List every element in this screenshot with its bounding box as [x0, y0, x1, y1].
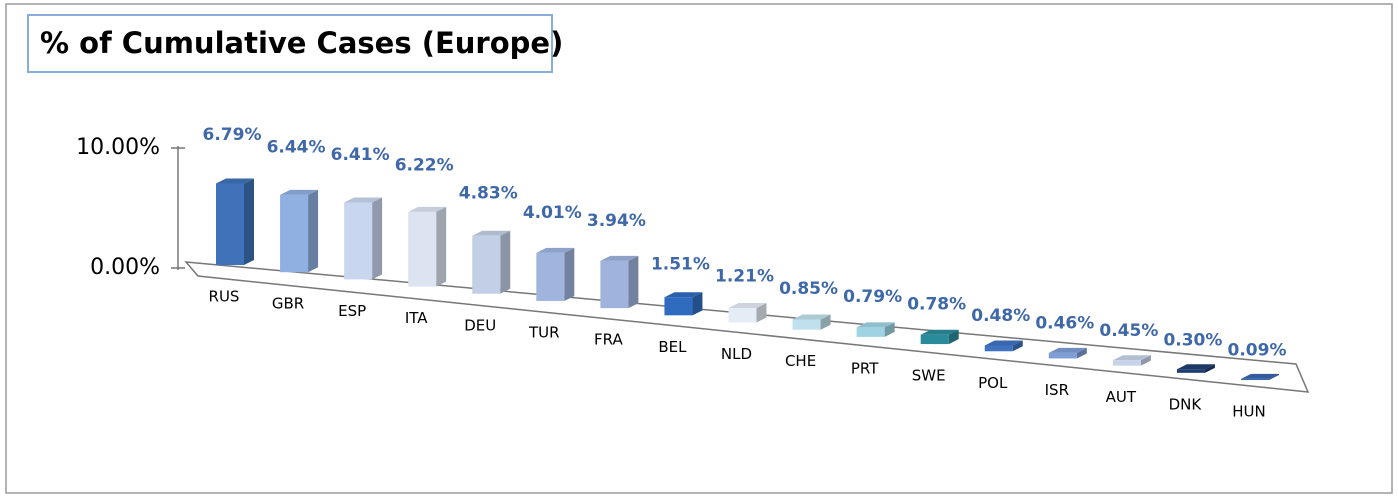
x-tick-label: SWE [912, 367, 946, 385]
x-tick-label: RUS [209, 288, 240, 306]
bar [216, 183, 244, 266]
bar-side [372, 197, 383, 280]
bar-side [692, 292, 703, 316]
bar [344, 202, 373, 280]
bar-top [1241, 373, 1279, 379]
bar-side [756, 302, 767, 323]
x-tick-label: POL [978, 374, 1008, 392]
value-label: 6.79% [203, 125, 262, 145]
bar-side [1012, 340, 1023, 352]
x-tick-label: ITA [405, 309, 428, 327]
bar [280, 194, 309, 273]
bar-top [344, 197, 383, 203]
value-label: 4.01% [523, 203, 582, 223]
bar [1241, 378, 1269, 381]
bar [1048, 352, 1077, 359]
value-label: 1.51% [651, 255, 710, 275]
value-label: 6.22% [395, 155, 454, 175]
bar-top [600, 255, 639, 261]
x-tick-label: GBR [272, 295, 304, 313]
value-label: 3.94% [587, 211, 646, 231]
value-label: 0.48% [971, 306, 1030, 326]
bar [664, 297, 693, 316]
value-label: 0.79% [843, 287, 902, 307]
x-tick-label: PRT [851, 359, 879, 377]
bar [472, 235, 501, 294]
value-label: 0.85% [779, 279, 838, 299]
bar-top [792, 314, 831, 320]
bar [536, 252, 565, 301]
bar-top [1112, 355, 1151, 361]
bar-top [728, 302, 767, 308]
bar [792, 319, 821, 330]
x-tick-label: TUR [528, 323, 560, 341]
floor [184, 261, 1310, 393]
x-tick-label: ESP [338, 302, 366, 320]
x-tick-label: ISR [1045, 381, 1069, 399]
chart-title: % of Cumulative Cases (Europe) [40, 26, 563, 60]
value-label: 0.78% [907, 294, 966, 314]
bar [1112, 360, 1141, 366]
bar-side [500, 230, 511, 294]
bar-side [1269, 373, 1279, 380]
bar [984, 345, 1013, 352]
bar-side [436, 206, 447, 287]
bar-side [244, 178, 254, 265]
bar-side [820, 314, 831, 330]
bar-top [216, 178, 254, 184]
bar-side [308, 189, 319, 273]
bar-side [948, 329, 959, 345]
value-label: 0.30% [1163, 330, 1222, 350]
value-label: 6.41% [331, 145, 390, 165]
bar-side [628, 255, 639, 309]
bar [1176, 369, 1205, 373]
x-tick-label: DEU [464, 316, 496, 334]
bar-top [472, 230, 511, 236]
bar-top [856, 322, 895, 328]
bar [856, 327, 885, 337]
x-tick-label: DNK [1169, 395, 1203, 413]
x-tick-label: AUT [1106, 388, 1137, 406]
bar-side [1204, 364, 1215, 373]
frame [5, 3, 1393, 494]
y-tick-label: 0.00% [90, 255, 160, 280]
bar-side [1076, 347, 1087, 359]
bar-top [1048, 347, 1087, 353]
value-label: 4.83% [459, 183, 518, 203]
value-label: 1.21% [715, 266, 774, 286]
x-tick-label: FRA [594, 331, 623, 349]
x-tick-label: HUN [1232, 403, 1265, 421]
value-label: 0.09% [1228, 341, 1287, 361]
value-label: 6.44% [267, 138, 326, 158]
bar-side [564, 247, 575, 301]
bar-top [280, 189, 319, 195]
bar [920, 334, 949, 345]
bar [408, 211, 437, 287]
x-tick-label: CHE [785, 352, 816, 370]
x-tick-label: NLD [721, 345, 752, 363]
bar-top [920, 329, 959, 335]
x-tick-label: BEL [658, 338, 687, 356]
bar-top [1176, 364, 1215, 370]
bar [728, 307, 757, 323]
bar-top [664, 292, 703, 298]
bar-top [536, 247, 575, 253]
bar-side [1140, 355, 1151, 366]
y-tick-label: 10.00% [76, 135, 160, 160]
title-box [27, 14, 553, 73]
value-label: 0.45% [1099, 321, 1158, 341]
bar-top [984, 340, 1023, 346]
bar-top [408, 206, 447, 212]
value-label: 0.46% [1035, 314, 1094, 334]
bar-side [884, 322, 895, 337]
bar [600, 260, 629, 309]
